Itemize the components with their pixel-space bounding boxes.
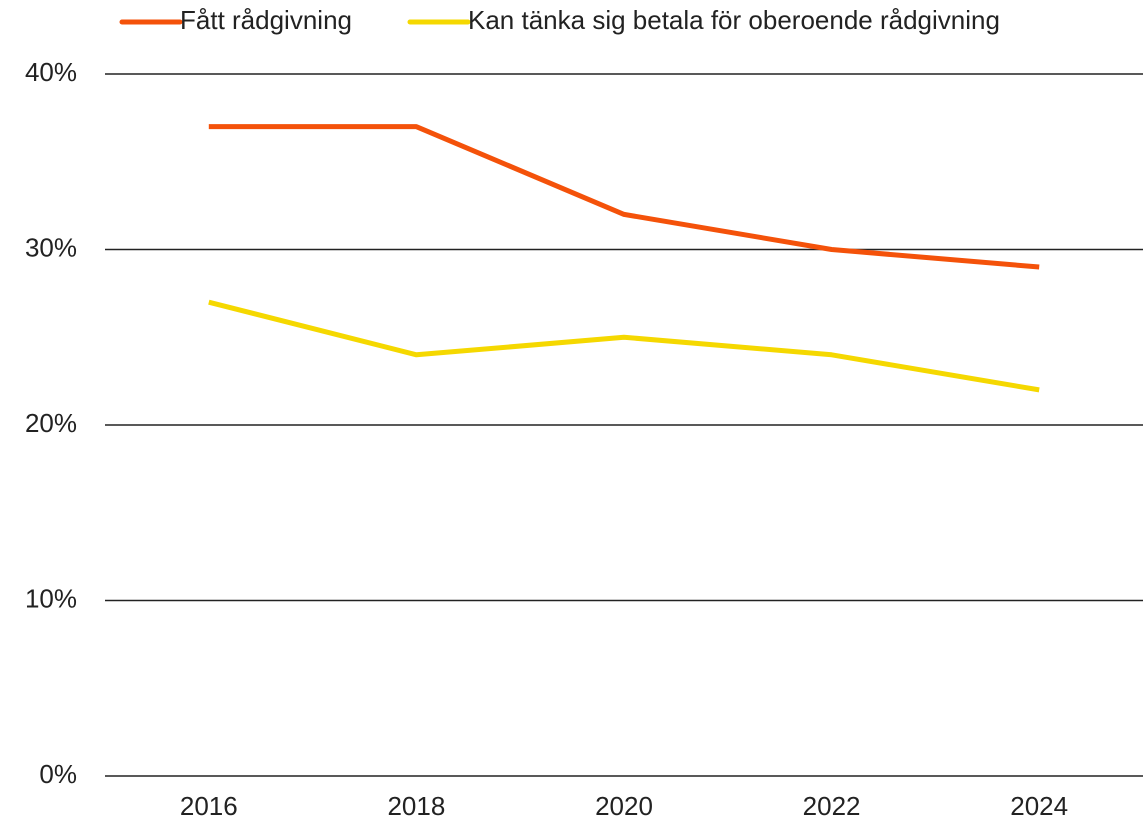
- x-tick-label: 2024: [1010, 791, 1068, 821]
- x-tick-label: 2020: [595, 791, 653, 821]
- x-tick-label: 2018: [387, 791, 445, 821]
- series-line: [208, 124, 1040, 270]
- y-tick-label: 10%: [25, 583, 77, 613]
- y-tick-label: 20%: [25, 408, 77, 438]
- y-tick-label: 0%: [39, 759, 77, 789]
- x-tick-label: 2016: [180, 791, 238, 821]
- y-tick-label: 30%: [25, 232, 77, 262]
- legend-label: Fått rådgivning: [180, 5, 352, 35]
- y-tick-label: 40%: [25, 57, 77, 87]
- legend-label: Kan tänka sig betala för oberoende rådgi…: [468, 5, 1000, 35]
- x-tick-label: 2022: [803, 791, 861, 821]
- series-line: [208, 299, 1040, 393]
